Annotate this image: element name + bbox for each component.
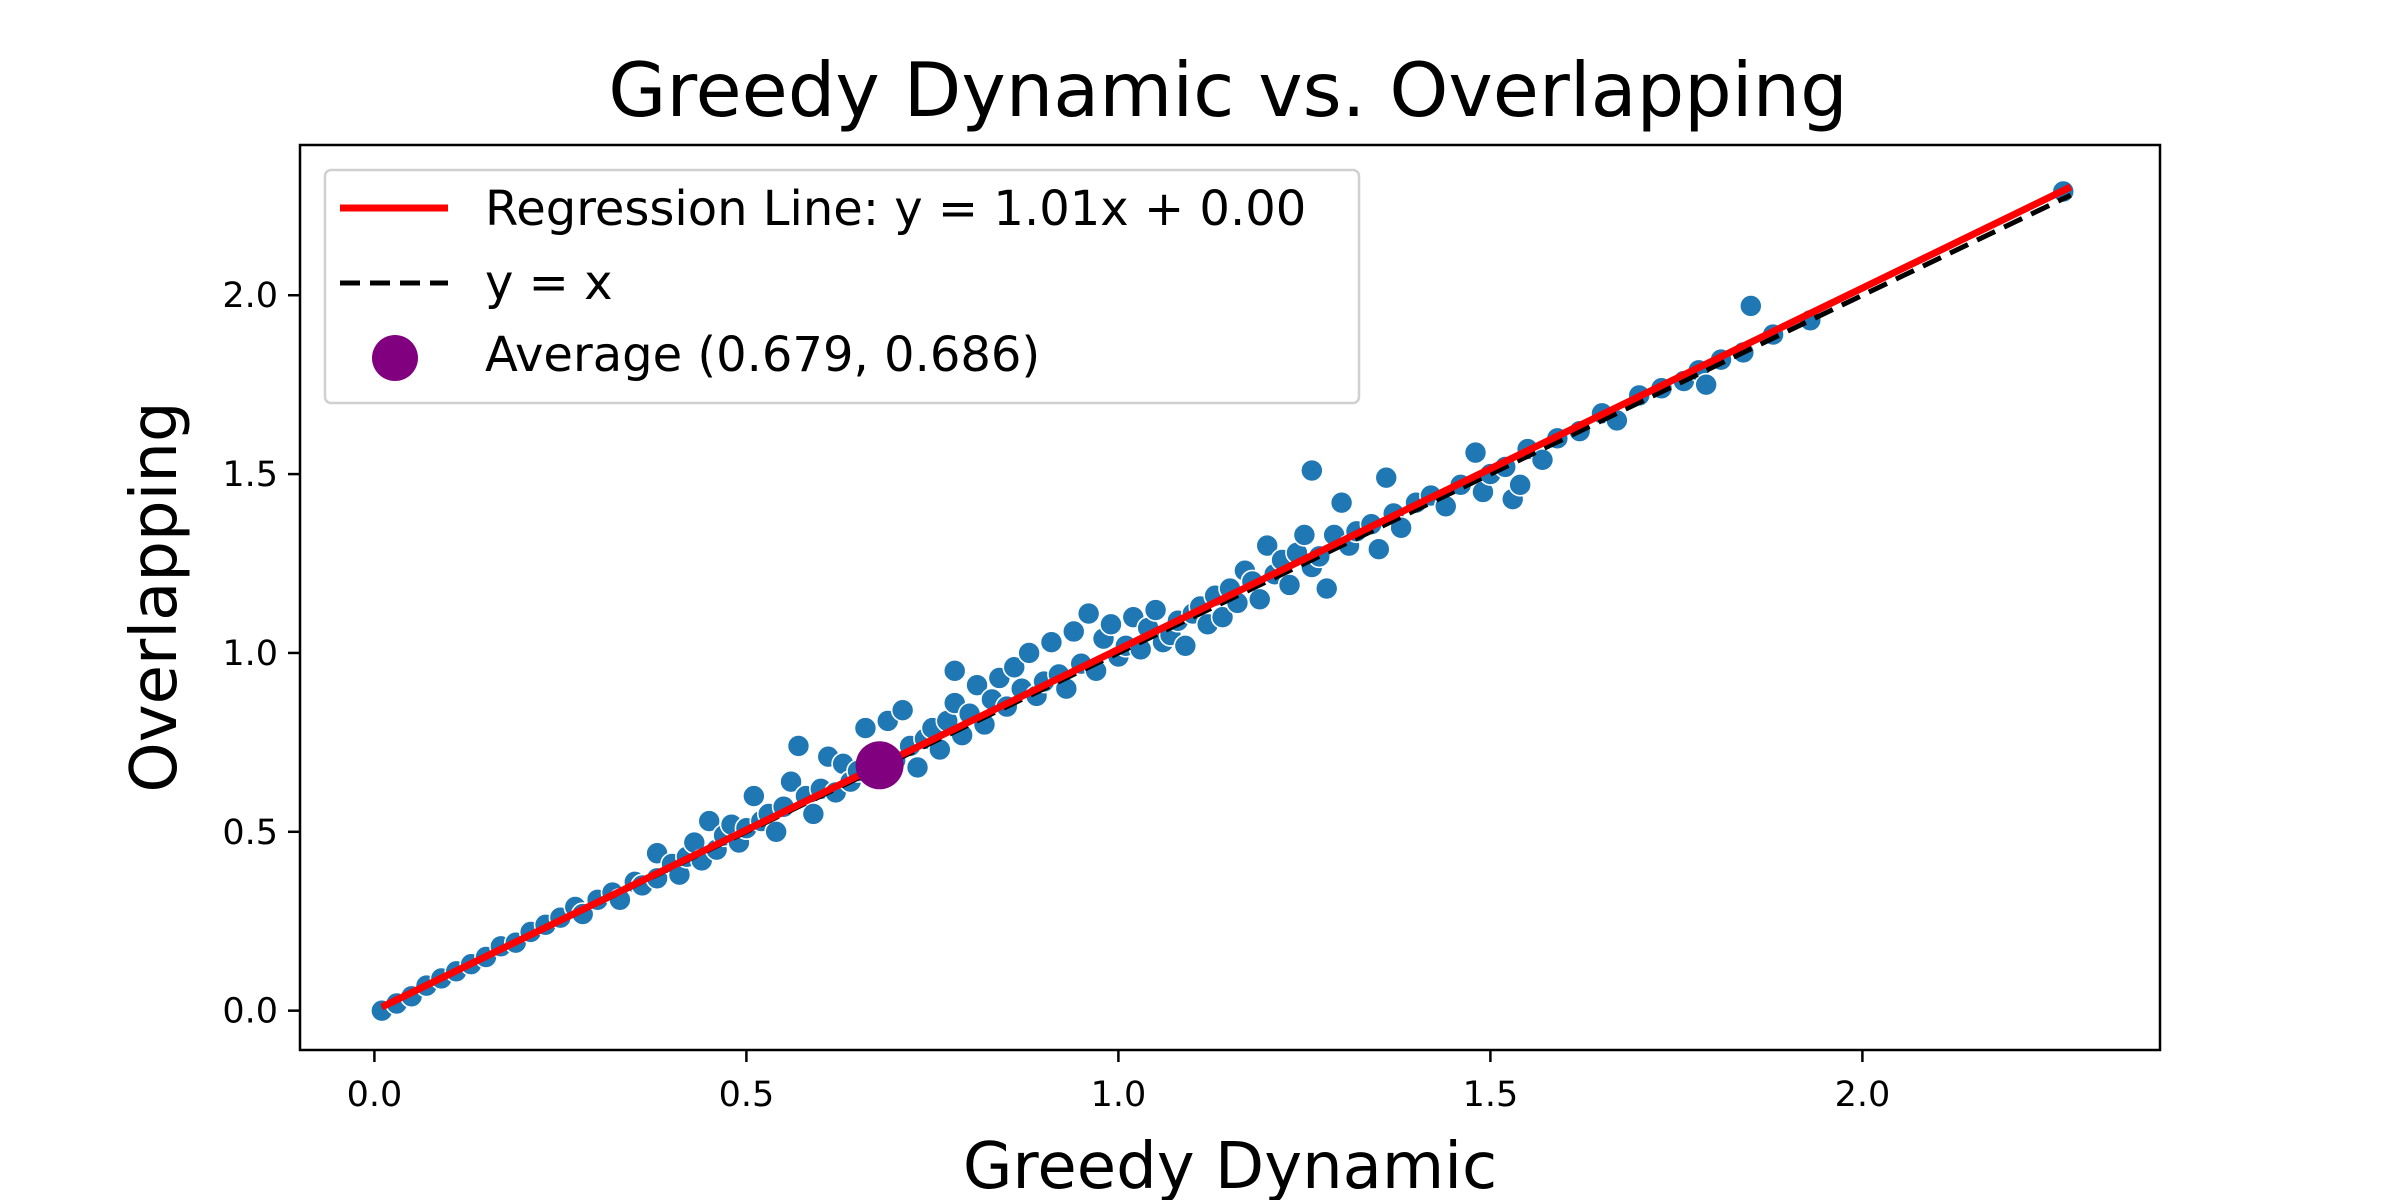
data-point (1255, 533, 1279, 558)
data-point (742, 784, 766, 808)
data-point (1039, 630, 1064, 655)
data-point (1530, 447, 1555, 472)
data-point (1061, 619, 1086, 644)
data-point (779, 769, 803, 794)
data-point (1367, 537, 1391, 562)
data-point (1739, 294, 1763, 318)
average-point (855, 741, 904, 790)
data-point (1508, 473, 1532, 497)
data-point (1143, 598, 1168, 622)
data-point (1694, 372, 1718, 397)
data-point (1300, 458, 1324, 483)
data-point (1247, 587, 1272, 612)
data-point (965, 673, 989, 697)
x-axis-title: Greedy Dynamic (963, 1130, 1497, 1200)
data-point (1173, 633, 1198, 658)
x-tick-label: 1.5 (1463, 1075, 1519, 1115)
y-tick-label: 0.5 (222, 813, 278, 853)
data-point (1017, 641, 1041, 665)
data-point (1314, 576, 1339, 601)
data-point (1463, 440, 1488, 465)
y-tick-label: 1.5 (222, 455, 278, 495)
plot-frame (298, 143, 2162, 1052)
y-axis-title: Overlapping (118, 401, 192, 792)
y-tick-label: 1.0 (222, 634, 278, 674)
data-point (764, 819, 788, 844)
data-point (890, 698, 915, 722)
x-tick-label: 1.0 (1091, 1075, 1147, 1115)
legend-box (323, 168, 1361, 405)
x-tick-label: 0.0 (347, 1075, 403, 1115)
regression-line (380, 183, 2073, 1011)
legend-identity-label: y = x (485, 255, 613, 311)
legend-regression-label: Regression Line: y = 1.01x + 0.00 (485, 181, 1306, 237)
data-point (1076, 601, 1101, 626)
data-point (1292, 523, 1317, 547)
x-tick-label: 2.0 (1835, 1075, 1891, 1115)
data-point (1329, 490, 1354, 515)
y-tick-label: 2.0 (222, 276, 278, 316)
x-tick-label: 0.5 (719, 1075, 775, 1115)
data-point (801, 802, 826, 826)
data-point (853, 716, 878, 740)
data-point (1277, 573, 1302, 597)
data-point (697, 809, 722, 833)
data-point (1210, 605, 1235, 629)
data-point (1002, 655, 1027, 680)
data-point (942, 659, 967, 683)
y-tick-label: 0.0 (222, 992, 278, 1032)
data-point (905, 755, 930, 780)
chart-title: Greedy Dynamic vs. Overlapping (608, 46, 1848, 134)
legend-average-swatch (372, 335, 418, 381)
data-point (1099, 612, 1123, 637)
legend-average-label: Average (0.679, 0.686) (485, 327, 1040, 383)
data-point (1374, 465, 1399, 490)
data-point (786, 734, 811, 758)
legend: Regression Line: y = 1.01x + 0.00 y = x … (323, 168, 1361, 405)
